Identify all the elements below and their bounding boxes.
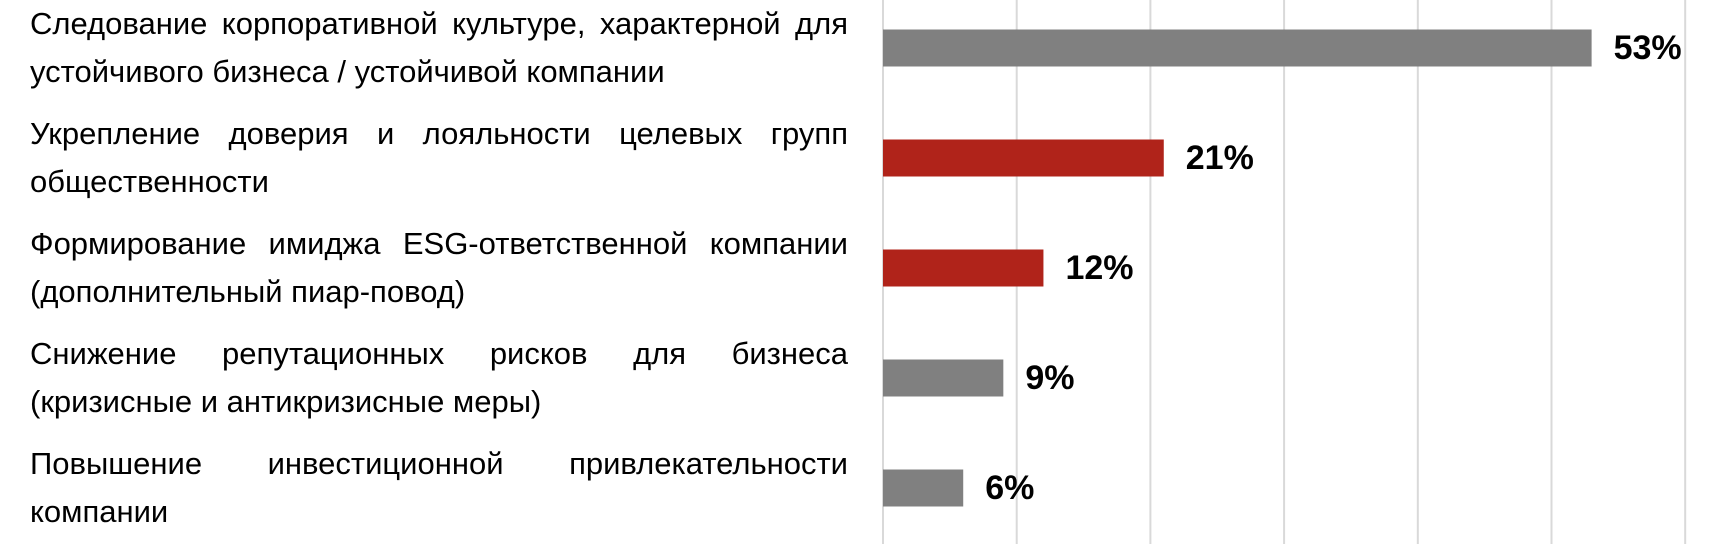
bar [883, 249, 1044, 287]
bar [883, 29, 1592, 67]
category-text: Снижение репутационных рисков для бизнес… [30, 336, 848, 419]
bar [883, 139, 1164, 177]
value-label: 53% [1614, 29, 1682, 67]
category-label: Снижение репутационных рисков для бизнес… [30, 328, 848, 428]
category-label: Укрепление доверия и лояльности целевых … [30, 108, 848, 208]
category-label: Формирование имиджа ESG-ответственной ко… [30, 218, 848, 318]
value-label: 6% [985, 469, 1034, 507]
value-label: 9% [1025, 359, 1074, 397]
category-label: Повышение инвестиционной привлекательнос… [30, 438, 848, 538]
value-label: 21% [1186, 139, 1254, 177]
value-label: 12% [1065, 249, 1133, 287]
category-label: Следование корпоративной культуре, харак… [30, 0, 848, 98]
category-text: Формирование имиджа ESG-ответственной ко… [30, 226, 848, 309]
bar [883, 359, 1004, 397]
category-text: Следование корпоративной культуре, харак… [30, 6, 848, 89]
bar [883, 469, 964, 507]
category-text: Повышение инвестиционной привлекательнос… [30, 446, 848, 529]
category-text: Укрепление доверия и лояльности целевых … [30, 116, 848, 199]
